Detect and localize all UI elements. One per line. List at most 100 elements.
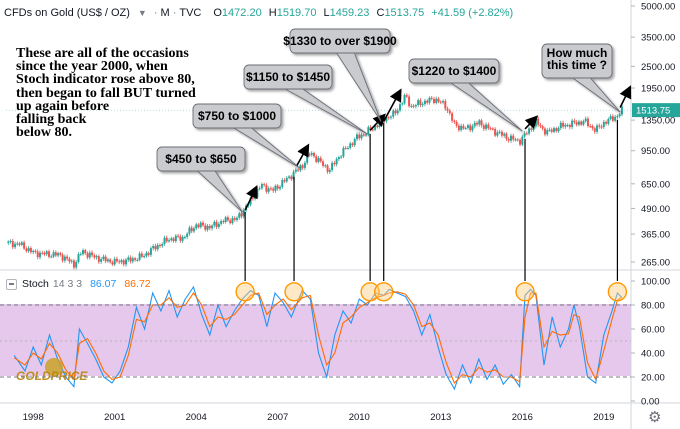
candle-body	[61, 254, 64, 261]
ohlc-readout: O1472.20 H1519.70 L1459.23 C1513.75 +41.…	[209, 7, 513, 19]
candle-body	[464, 128, 467, 130]
callout-3: $1150 to $1450	[243, 64, 368, 135]
candle-body	[521, 136, 524, 145]
candle-body	[32, 250, 35, 253]
stoch-pane[interactable]: GOLDPRICE	[13, 282, 628, 391]
candle-body	[120, 260, 123, 263]
logo-text: GOLDPRICE	[16, 369, 88, 383]
candle-body	[149, 248, 152, 255]
candle-body	[18, 243, 21, 245]
candle-body	[174, 235, 177, 242]
candle-body	[224, 217, 227, 223]
candle-body	[70, 260, 73, 262]
trend-arrow	[383, 88, 402, 122]
candle-body	[355, 134, 358, 140]
price-tick-label: 265.00	[641, 258, 670, 269]
candle-body	[530, 128, 533, 130]
candle-body	[469, 125, 472, 131]
time-tick-label: 2001	[104, 412, 125, 423]
candle-body	[263, 184, 266, 186]
chevron-down-icon[interactable]: ▼	[137, 8, 147, 18]
candle-body	[88, 252, 91, 258]
candle-body	[523, 133, 526, 137]
candle-body	[213, 221, 216, 226]
candle-body	[437, 98, 440, 102]
candle-body	[566, 124, 569, 126]
candle-body	[564, 124, 567, 127]
candle-body	[41, 252, 44, 254]
candle-body	[333, 162, 336, 165]
candle-body	[605, 121, 608, 124]
candle-body	[186, 233, 189, 238]
candle-body	[229, 220, 232, 224]
candle-body	[315, 156, 318, 162]
candle-body	[86, 253, 89, 258]
candle-body	[455, 121, 458, 126]
settings-gear-icon[interactable]: ⚙	[648, 409, 662, 426]
candle-body	[410, 105, 413, 107]
candle-body	[514, 139, 517, 141]
open-value: 1472.20	[221, 7, 262, 19]
candle-body	[385, 117, 388, 122]
candle-body	[423, 100, 426, 105]
candle-body	[528, 128, 531, 134]
collapse-toggle-icon[interactable]	[6, 278, 17, 290]
candle-body	[165, 237, 168, 242]
chart-header: CFDs on Gold (US$ / OZ) ▼ · M · TVC O147…	[4, 7, 514, 19]
candle-body	[181, 237, 184, 241]
candle-body	[34, 250, 37, 252]
candle-body	[54, 252, 57, 256]
stoch-tick-label: 0.00	[641, 397, 660, 408]
candle-body	[453, 120, 456, 122]
last-price-tag	[632, 103, 680, 118]
candle-body	[346, 147, 349, 149]
candle-body	[192, 228, 195, 232]
candle-body	[288, 176, 291, 178]
candle-body	[276, 185, 279, 189]
candle-body	[294, 169, 297, 172]
candle-body	[525, 133, 528, 135]
candle-body	[534, 118, 537, 127]
last-price-label: 1513.75	[636, 106, 670, 117]
candle-body	[548, 129, 551, 131]
candle-body	[281, 180, 284, 188]
candle-body	[109, 259, 112, 263]
candle-body	[317, 158, 320, 162]
stoch-header: Stoch 14 3 3 86.07 86.72	[6, 276, 151, 292]
candle-body	[138, 253, 141, 260]
candle-body	[59, 253, 62, 255]
stoch-tick-label: 80.00	[641, 301, 665, 312]
candle-body	[575, 122, 578, 125]
stoch-tick-label: 100.00	[641, 277, 670, 288]
candle-body	[102, 256, 105, 260]
candle-body	[27, 248, 30, 252]
candle-body	[591, 126, 594, 129]
symbol-title[interactable]: CFDs on Gold (US$ / OZ)	[4, 7, 130, 19]
candle-body	[303, 162, 306, 168]
callout-4: $1330 to over $1900	[283, 28, 397, 122]
candle-body	[9, 240, 12, 242]
candle-body	[568, 124, 571, 128]
candle-body	[582, 121, 585, 125]
candle-body	[403, 95, 406, 104]
candle-body	[188, 227, 191, 234]
candle-body	[618, 114, 621, 117]
candle-body	[448, 110, 451, 114]
candle-body	[507, 138, 510, 141]
interval-label[interactable]: M	[160, 7, 170, 19]
candle-body	[344, 148, 347, 150]
candle-body	[251, 197, 254, 199]
candle-body	[136, 259, 139, 261]
callout-box	[192, 103, 282, 129]
stoch-name[interactable]: Stoch	[22, 278, 49, 290]
candle-body	[362, 134, 365, 136]
price-tick-label: 3500.00	[641, 33, 675, 44]
candle-body	[439, 101, 442, 103]
candle-body	[23, 242, 26, 249]
candle-body	[156, 244, 159, 250]
candle-body	[7, 241, 10, 243]
stoch-highlight-circle	[374, 282, 394, 302]
candle-body	[274, 185, 277, 191]
callout-label: $1150 to $1450	[246, 70, 330, 84]
candle-body	[272, 188, 275, 191]
